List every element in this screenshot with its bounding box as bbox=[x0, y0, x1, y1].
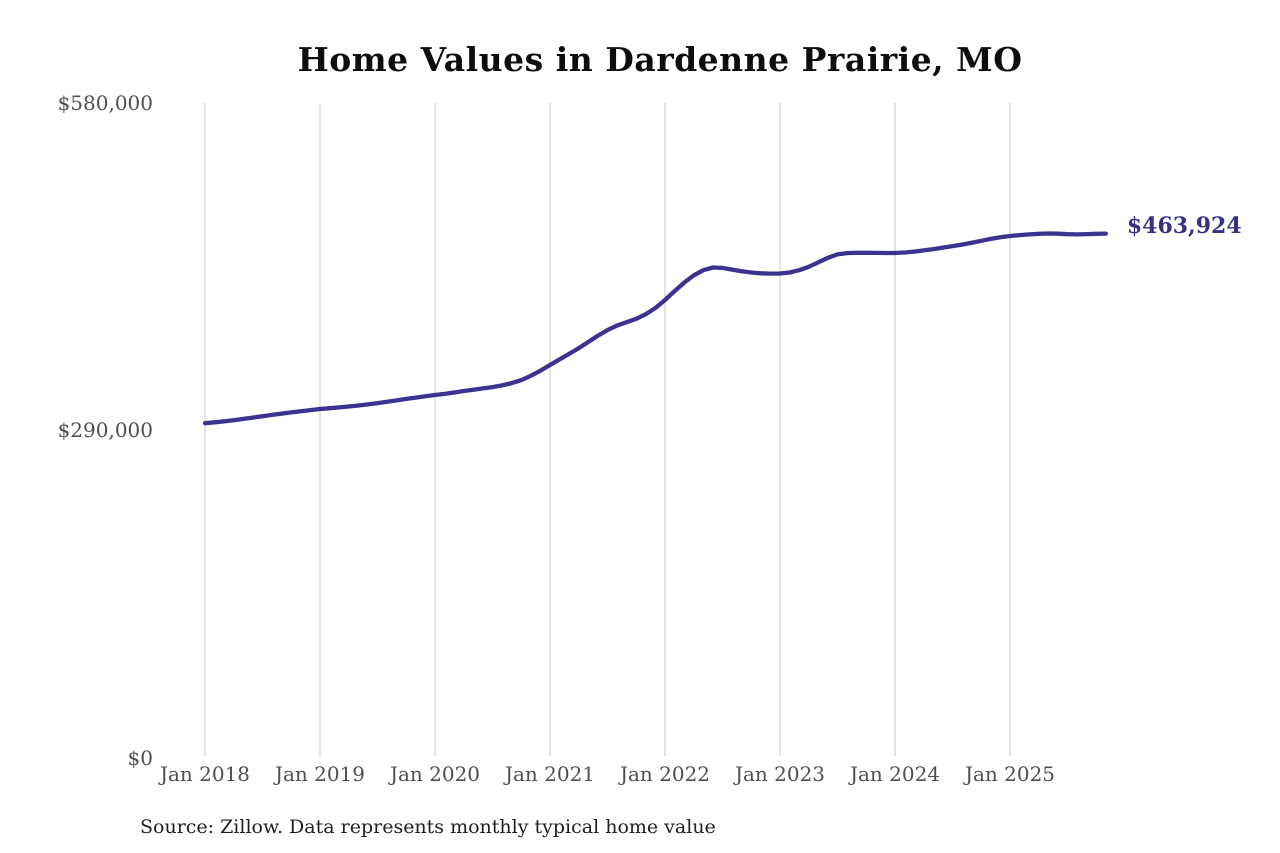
source-note: Source: Zillow. Data represents monthly … bbox=[140, 816, 716, 838]
x-tick-label: Jan 2021 bbox=[504, 762, 596, 786]
home-value-line bbox=[202, 231, 1108, 426]
x-tick-label: Jan 2024 bbox=[849, 762, 941, 786]
x-tick-label: Jan 2025 bbox=[964, 762, 1056, 786]
y-tick-label: $290,000 bbox=[57, 418, 153, 442]
x-tick-label: Jan 2019 bbox=[274, 762, 366, 786]
latest-value-label: $463,924 bbox=[1126, 212, 1242, 239]
y-tick-label: $0 bbox=[127, 745, 153, 770]
gridlines bbox=[204, 103, 1011, 756]
x-tick-label: Jan 2023 bbox=[734, 762, 826, 786]
x-tick-label: Jan 2018 bbox=[159, 762, 251, 786]
y-tick-label: $580,000 bbox=[57, 90, 153, 115]
chart-title: Home Values in Dardenne Prairie, MO bbox=[297, 40, 1023, 79]
x-tick-label: Jan 2020 bbox=[389, 762, 481, 786]
x-tick-label: Jan 2022 bbox=[619, 762, 711, 786]
